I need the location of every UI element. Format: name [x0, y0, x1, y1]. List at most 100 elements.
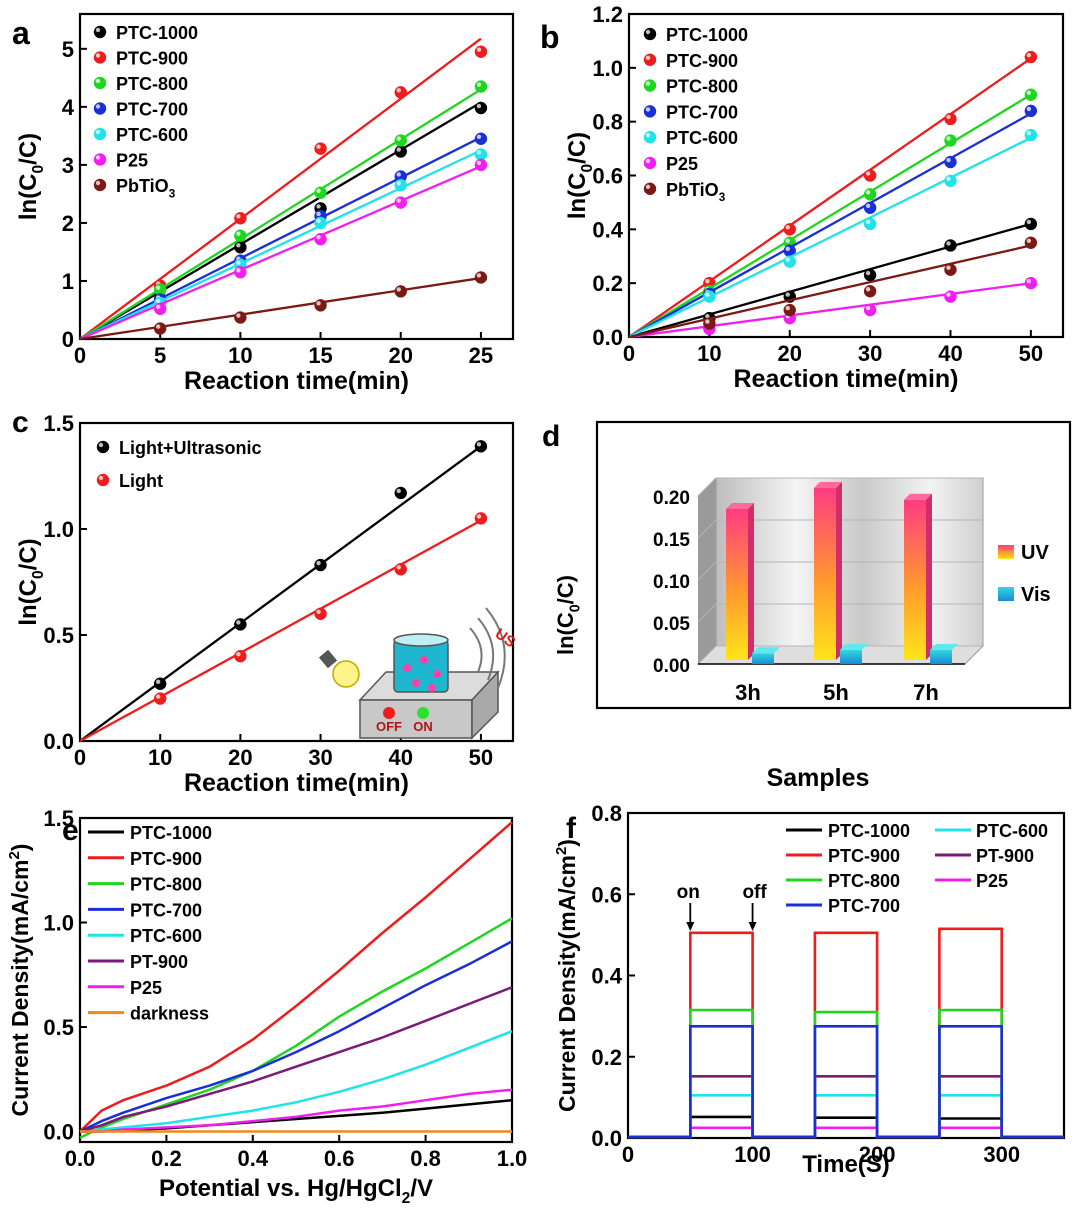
- legend-label-ptc-900: PTC-900: [828, 846, 900, 866]
- y-axis-title: ln(C0/C): [15, 133, 47, 220]
- data-point-ptc-800: [314, 186, 327, 199]
- marker-highlight: [95, 53, 101, 58]
- marker-highlight: [236, 620, 241, 625]
- marker-highlight: [865, 219, 871, 225]
- marker-highlight: [316, 234, 321, 240]
- marker-highlight: [396, 488, 401, 494]
- legend-marker-ptc-900: [643, 53, 657, 67]
- legend-label-ptc-800: PTC-800: [828, 871, 900, 891]
- inset-us-label: US: [492, 625, 519, 651]
- legend-swatch-vis: [998, 587, 1014, 601]
- bar-uv-3h: [726, 509, 748, 660]
- data-point-pbtio3: [1024, 236, 1038, 250]
- panel-e: 0.0 0.2 0.4 0.6 0.8 1.0 0.0 0.5 1.0 1.5 PTC-1000 PT…: [6, 806, 527, 1207]
- marker-highlight: [645, 133, 651, 138]
- x-axis-title: Reaction time(min): [184, 769, 409, 797]
- series-line-p25: [80, 1088, 513, 1133]
- fit-line-ptc-1000: [79, 101, 482, 340]
- legend-label-uv: UV: [1021, 542, 1049, 564]
- inset-beaker-rim: [393, 633, 449, 647]
- y-tick-label: 1.5: [43, 411, 74, 436]
- data-point-light: [314, 607, 327, 621]
- marker-highlight: [1026, 278, 1032, 284]
- gridline: [697, 645, 717, 665]
- legend-label-ptc-900: PTC-900: [130, 849, 202, 869]
- series-line-ptc-600: [79, 1030, 513, 1133]
- legend-label-ptc-700: PTC-700: [116, 100, 188, 120]
- legend-label-ptc-1000: PTC-1000: [130, 823, 212, 843]
- marker-highlight: [946, 265, 951, 270]
- y-tick-label: 0.10: [653, 572, 690, 593]
- y-axis-title: Current Density(mA/cm2): [6, 844, 33, 1117]
- panel-letter-e: e: [62, 814, 79, 847]
- x-tick-label: 100: [734, 1142, 771, 1167]
- data-point-ptc-1000: [1024, 217, 1038, 231]
- x-tick-label: 5: [154, 343, 166, 368]
- inset-particle: [412, 679, 420, 687]
- series-line-ptc-900: [628, 927, 1064, 1139]
- y-tick-label: 0.0: [591, 1126, 622, 1151]
- y-axis-title: ln(C0/C): [553, 575, 584, 655]
- marker-highlight: [476, 273, 482, 278]
- x-tick-label: 1.0: [497, 1146, 528, 1171]
- inset-off-light: [383, 707, 395, 719]
- panel-letter-f: f: [566, 812, 577, 845]
- legend-marker-ptc-800: [93, 76, 107, 90]
- marker-highlight: [785, 305, 790, 311]
- marker-highlight: [396, 136, 401, 141]
- x-axis-title: Reaction time(min): [184, 367, 409, 395]
- panel-letter-d: d: [542, 420, 560, 453]
- x-tick-label: 0: [74, 745, 86, 770]
- series-line-p25: [628, 1126, 1064, 1139]
- bar-uv-top-7h: [904, 493, 932, 500]
- legend-marker-light: [96, 473, 110, 487]
- x-tick-label: 40: [938, 341, 962, 366]
- data-point-p25: [153, 302, 167, 316]
- marker-highlight: [155, 298, 161, 304]
- x-axis-title: Time(S): [802, 1151, 890, 1178]
- marker-highlight: [236, 652, 241, 657]
- series-line-pt-900: [628, 1075, 1064, 1139]
- data-point-ptc-700: [944, 155, 957, 169]
- x-tick-label: 50: [469, 745, 493, 770]
- bar-uv-top-5h: [814, 482, 842, 488]
- marker-highlight: [785, 257, 790, 262]
- y-tick-label: 0.0: [43, 1120, 74, 1145]
- y-tick-label: 1.2: [592, 2, 623, 27]
- marker-highlight: [316, 560, 321, 566]
- marker-highlight: [705, 319, 710, 324]
- fit-line-ptc-700: [628, 112, 1032, 339]
- x-tick-label: 30: [858, 341, 882, 366]
- inset-off-label: OFF: [376, 719, 402, 734]
- data-point-p25: [863, 303, 877, 317]
- marker-highlight: [396, 172, 401, 177]
- fit-line-p25: [79, 165, 482, 341]
- series-line-ptc-800: [628, 1008, 1064, 1139]
- lightbulb-icon: [332, 660, 360, 688]
- legend-marker-ptc-600: [643, 130, 657, 144]
- y-tick-label: 0.20: [653, 488, 690, 509]
- y-tick-label: 1.0: [43, 517, 74, 542]
- x-tick-label: 10: [148, 745, 172, 770]
- bar-uv-top-3h: [726, 503, 754, 509]
- legend-label-ptc-1000: PTC-1000: [666, 25, 748, 45]
- legend-label-darkness: darkness: [130, 1004, 209, 1024]
- marker-highlight: [476, 82, 482, 87]
- inset-beaker: [393, 639, 449, 693]
- inset-box-front: [359, 699, 473, 739]
- x-tick-label: 0: [623, 341, 635, 366]
- data-point-light: [474, 512, 488, 525]
- marker-highlight: [865, 171, 871, 176]
- legend-label-p25: P25: [976, 871, 1008, 891]
- bar-vis-top-7h: [930, 643, 958, 650]
- y-tick-label: 0.6: [591, 882, 622, 907]
- marker-highlight: [645, 81, 651, 86]
- y-axis-title: ln(C0/C): [564, 132, 596, 219]
- legend-marker-ptc-700: [93, 102, 107, 115]
- legend-label-ptc-900: PTC-900: [666, 51, 738, 71]
- marker-highlight: [645, 107, 651, 112]
- marker-highlight: [1026, 52, 1032, 58]
- fit-line-pbtio3: [79, 276, 482, 341]
- y-tick-label: 0.00: [653, 656, 690, 677]
- x-tick-label: 0.4: [238, 1146, 269, 1171]
